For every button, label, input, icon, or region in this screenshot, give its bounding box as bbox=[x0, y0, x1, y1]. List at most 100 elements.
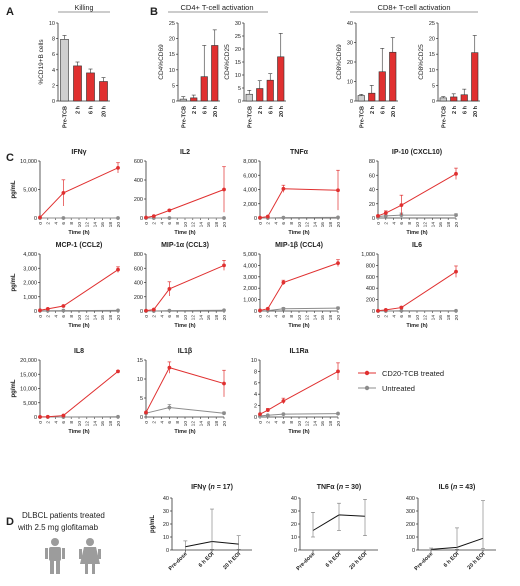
untreated-point bbox=[168, 309, 172, 313]
x-tick-label: 6 h bbox=[268, 105, 274, 114]
y-tick-label: 15 bbox=[235, 60, 241, 66]
untreated-point bbox=[168, 216, 172, 220]
y-tick-label: 4 bbox=[254, 392, 257, 398]
x-tick-label: 2 bbox=[384, 315, 390, 318]
x-tick-label: 0 bbox=[144, 222, 150, 225]
y-tick-label: 0 bbox=[166, 548, 169, 554]
x-tick-label: 4 bbox=[273, 421, 279, 424]
x-tick-label: 18 bbox=[108, 421, 114, 427]
legend-untreated-label: Untreated bbox=[382, 384, 415, 393]
legend-treated-label: CD20-TCB treated bbox=[382, 369, 444, 378]
y-tick-label: 30 bbox=[235, 21, 241, 27]
x-tick-label: 20 bbox=[222, 421, 228, 427]
x-tick-label: 20 bbox=[116, 222, 122, 228]
chart-title: MIP-1β (CCL4) bbox=[275, 242, 323, 249]
treated-point bbox=[168, 366, 172, 370]
x-tick-label: 16 bbox=[320, 222, 326, 228]
y-axis-label: %CD19+B cells bbox=[38, 39, 45, 85]
y-tick-label: 400 bbox=[134, 281, 143, 287]
bar bbox=[86, 73, 94, 101]
y-tick-label: 0 bbox=[172, 99, 175, 105]
x-axis-label: Time (h) bbox=[174, 230, 195, 236]
treated-point bbox=[384, 211, 388, 215]
x-tick-label: 20 bbox=[116, 421, 122, 427]
panel-letter-c: C bbox=[6, 152, 14, 164]
untreated-point bbox=[222, 308, 226, 312]
y-tick-label: 0 bbox=[34, 216, 37, 222]
person-head-icon bbox=[51, 538, 59, 546]
treated-point bbox=[266, 408, 270, 412]
treated-point bbox=[258, 309, 262, 313]
x-tick-label: 4 bbox=[53, 421, 59, 424]
x-tick-label: 20 bbox=[116, 315, 122, 321]
y-axis-label: CD8%CD25 bbox=[418, 44, 425, 80]
person-leg-icon bbox=[85, 563, 88, 574]
bar bbox=[267, 80, 274, 101]
x-tick-label: 10 bbox=[415, 222, 421, 228]
x-tick-label: 0 bbox=[258, 222, 264, 225]
y-tick-label: 600 bbox=[134, 159, 143, 165]
x-tick-label: 14 bbox=[92, 315, 98, 321]
y-tick-label: 2 bbox=[254, 404, 257, 410]
x-tick-label: 2 h bbox=[452, 105, 458, 114]
x-tick-label: 14 bbox=[198, 315, 204, 321]
x-tick-label: 8 bbox=[289, 421, 295, 424]
x-tick-label: 18 bbox=[328, 315, 334, 321]
x-tick-label: 10 bbox=[183, 315, 189, 321]
bar bbox=[368, 93, 375, 101]
y-tick-label: 5 bbox=[140, 396, 143, 402]
x-tick-label: 8 bbox=[289, 315, 295, 318]
treated-series-line bbox=[40, 168, 118, 218]
y-tick-label: 20 bbox=[347, 60, 353, 66]
x-tick-label: 8 bbox=[407, 222, 413, 225]
y-tick-label: 100 bbox=[406, 535, 415, 541]
treated-point bbox=[266, 215, 270, 219]
x-tick-label: 18 bbox=[108, 315, 114, 321]
bar bbox=[277, 57, 284, 101]
y-tick-label: 400 bbox=[366, 286, 375, 292]
chart-title: IL8 bbox=[74, 348, 84, 355]
x-tick-label: 0 bbox=[38, 421, 44, 424]
treated-point bbox=[38, 308, 42, 312]
untreated-point bbox=[282, 412, 286, 416]
treated-point bbox=[38, 415, 42, 419]
x-tick-label: 6 bbox=[167, 421, 173, 424]
y-tick-label: 8,000 bbox=[243, 159, 257, 165]
cd4-group-header: CD4+ T-cell activation bbox=[180, 3, 253, 12]
y-tick-label: 25 bbox=[429, 21, 435, 27]
x-tick-label: 0 bbox=[258, 421, 264, 424]
x-tick-label: 8 bbox=[407, 315, 413, 318]
x-tick-label: 2 h bbox=[192, 105, 198, 114]
person-arm-icon bbox=[98, 549, 101, 559]
x-tick-label: Pre-dose bbox=[414, 551, 435, 572]
x-tick-label: 18 bbox=[446, 315, 452, 321]
x-tick-label: 6 bbox=[281, 315, 287, 318]
y-axis-label: CD4%CD25 bbox=[224, 44, 231, 80]
x-tick-label: 10 bbox=[77, 421, 83, 427]
x-tick-label: 8 bbox=[69, 421, 75, 424]
treated-series-line bbox=[260, 371, 338, 414]
x-tick-label: 12 bbox=[191, 315, 197, 321]
x-tick-label: 8 bbox=[69, 222, 75, 225]
untreated-series-line bbox=[260, 308, 338, 311]
treated-point bbox=[46, 307, 50, 311]
chart-title: IFNγ bbox=[71, 149, 86, 156]
y-tick-label: 6 bbox=[254, 381, 257, 387]
person-body-icon bbox=[49, 547, 61, 561]
person-leg-icon bbox=[50, 560, 54, 574]
x-axis-label: Time (h) bbox=[174, 429, 195, 435]
x-tick-label: 12 bbox=[423, 222, 429, 228]
y-axis-label: CD4%CD69 bbox=[158, 44, 165, 80]
chart-title: IL6 bbox=[412, 242, 422, 249]
y-tick-label: 10 bbox=[429, 68, 435, 74]
x-tick-label: 12 bbox=[191, 421, 197, 427]
x-tick-label: 6 h bbox=[89, 105, 95, 114]
